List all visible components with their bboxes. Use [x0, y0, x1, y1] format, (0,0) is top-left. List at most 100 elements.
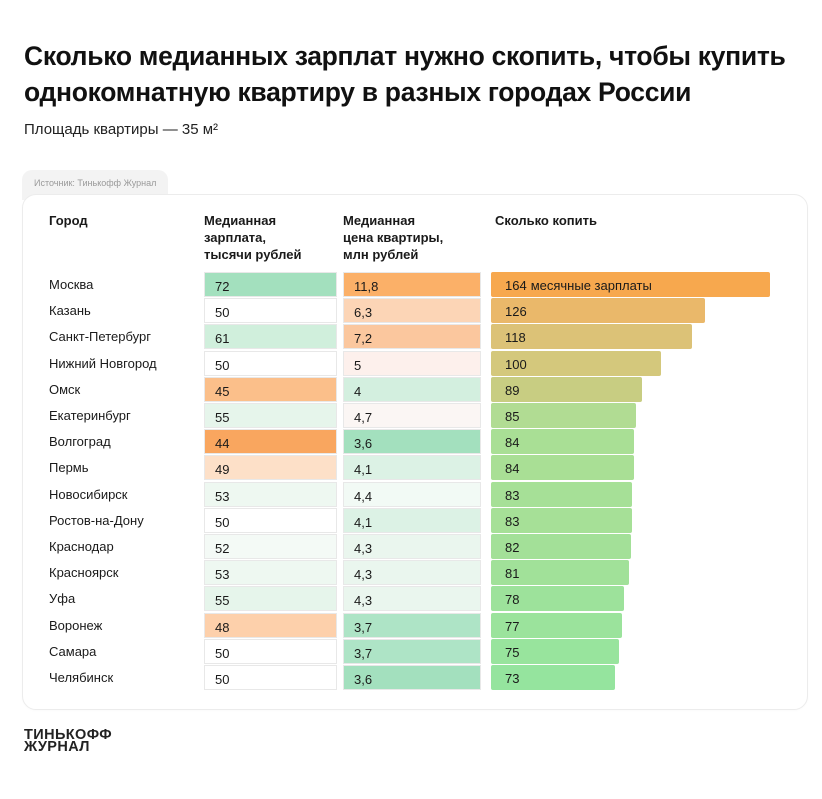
save-bar: 75	[491, 638, 619, 664]
city-label: Красноярск	[49, 565, 119, 581]
header-city: Город	[49, 213, 88, 228]
save-value: 164	[505, 278, 527, 293]
chart-subtitle: Площадь квартиры — 35 м²	[24, 121, 219, 138]
price-cell: 4,1	[343, 455, 481, 481]
price-cell: 4,3	[343, 560, 481, 586]
logo-line-2: ЖУРНАЛ	[24, 739, 90, 755]
salary-cell: 61	[204, 324, 337, 350]
price-cell: 4,4	[343, 481, 481, 507]
city-label: Волгоград	[49, 434, 111, 450]
header-salary-line: Медианная	[204, 213, 277, 228]
table-row: Уфа 55 4,3 78	[0, 585, 822, 612]
save-bar: 164 месячные зарплаты	[491, 272, 770, 297]
save-value: 118	[505, 330, 526, 346]
salary-cell: 50	[204, 350, 337, 376]
salary-cell: 50	[204, 638, 337, 664]
price-cell: 3,7	[343, 638, 481, 664]
save-bar: 78	[491, 586, 624, 612]
salary-cell: 49	[204, 455, 337, 481]
save-bar: 82	[491, 534, 631, 559]
table-row: Омск 45 4 89	[0, 376, 822, 402]
city-label: Самара	[49, 643, 97, 659]
header-salary: Медианная зарплата, тысячи рублей	[204, 212, 301, 263]
price-cell: 4	[343, 376, 481, 402]
table-row: Волгоград 44 3,6 84	[0, 428, 822, 455]
save-bar: 83	[491, 481, 633, 507]
price-cell: 7,2	[343, 324, 481, 350]
header-price-line: Медианная	[343, 213, 416, 228]
salary-cell: 53	[204, 481, 337, 507]
table-row: Самара 50 3,7 75	[0, 638, 822, 664]
city-label: Казань	[49, 303, 91, 319]
price-cell: 3,7	[343, 612, 481, 638]
title-line-1: Сколько медианных зарплат нужно скопить,…	[24, 41, 786, 71]
save-value: 83	[505, 513, 520, 529]
header-save: Сколько копить	[495, 213, 597, 228]
city-label: Екатеринбург	[49, 408, 131, 423]
salary-cell: 55	[204, 403, 337, 428]
save-bar: 73	[491, 665, 616, 690]
city-label: Воронеж	[49, 617, 103, 633]
price-cell: 4,7	[343, 403, 481, 428]
save-bar: 84	[491, 429, 634, 455]
city-label: Нижний Новгород	[49, 355, 157, 371]
save-bar: 83	[491, 507, 633, 533]
price-cell: 11,8	[343, 272, 481, 297]
price-cell: 4,3	[343, 534, 481, 559]
save-value: 84	[505, 435, 520, 451]
save-bar: 77	[491, 612, 622, 638]
price-cell: 4,1	[343, 507, 481, 533]
save-bar: 118	[491, 324, 692, 350]
save-value: 84	[505, 461, 520, 477]
save-value: 100	[505, 356, 527, 372]
salary-cell: 50	[204, 507, 337, 533]
salary-cell: 48	[204, 612, 337, 638]
tinkoff-journal-logo: ТИНЬКОФФ ЖУРНАЛ	[24, 728, 112, 755]
table-row: Санкт-Петербург 61 7,2 118	[0, 323, 822, 350]
save-bar: 84	[491, 455, 634, 481]
price-cell: 3,6	[343, 429, 481, 455]
title-line-2: однокомнатную квартиру в разных городах …	[24, 77, 692, 107]
table-row: Казань 50 6,3 126	[0, 297, 822, 324]
price-cell: 5	[343, 350, 481, 376]
save-value: 82	[505, 540, 520, 555]
city-label: Уфа	[49, 591, 76, 607]
save-value: 89	[505, 382, 520, 398]
salary-cell: 72	[204, 272, 337, 297]
salary-cell: 44	[204, 429, 337, 455]
header-salary-line: тысячи рублей	[204, 247, 302, 262]
save-bar: 100	[491, 350, 662, 376]
salary-cell: 55	[204, 586, 337, 612]
city-label: Ростов-на-Дону	[49, 512, 144, 528]
salary-cell: 50	[204, 665, 337, 690]
price-cell: 3,6	[343, 665, 481, 690]
save-value: 83	[505, 487, 520, 503]
table-row: Новосибирск 53 4,4 83	[0, 481, 822, 507]
save-value: 78	[505, 592, 520, 608]
chart-title: Сколько медианных зарплат нужно скопить,…	[24, 38, 814, 110]
save-bar: 81	[491, 560, 629, 586]
save-value: 85	[505, 409, 520, 424]
save-value: 73	[505, 671, 520, 686]
save-value: 77	[505, 618, 520, 634]
save-value: 75	[505, 644, 520, 660]
table-row: Нижний Новгород 50 5 100	[0, 350, 822, 376]
save-value: 126	[505, 304, 527, 320]
header-price-line: цена квартиры,	[343, 230, 444, 245]
save-bar: 85	[491, 403, 636, 428]
table-row: Краснодар 52 4,3 82	[0, 533, 822, 559]
city-label: Омск	[49, 381, 81, 397]
save-bar: 89	[491, 376, 643, 402]
table-row: Пермь 49 4,1 84	[0, 454, 822, 481]
table-row: Москва 72 11,8 164 месячные зарплаты	[0, 271, 822, 297]
price-cell: 6,3	[343, 298, 481, 324]
source-label: Источник: Тинькофф Журнал	[34, 178, 157, 188]
city-label: Челябинск	[49, 670, 114, 685]
header-price: Медианная цена квартиры, млн рублей	[343, 212, 443, 263]
header-salary-line: зарплата,	[204, 230, 267, 245]
salary-cell: 50	[204, 298, 337, 324]
save-unit-label: месячные зарплаты	[530, 278, 652, 293]
table-row: Челябинск 50 3,6 73	[0, 664, 822, 690]
table-row: Ростов-на-Дону 50 4,1 83	[0, 507, 822, 533]
city-label: Краснодар	[49, 539, 114, 554]
